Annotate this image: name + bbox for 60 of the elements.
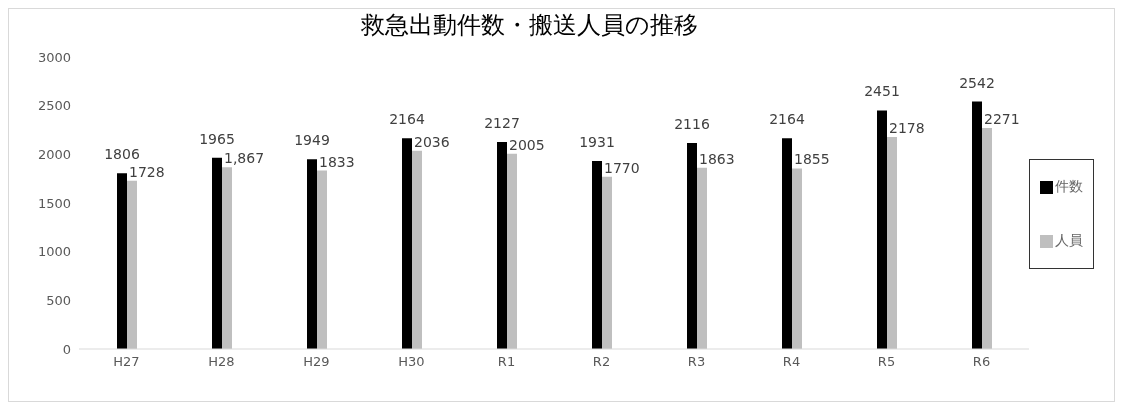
data-label: 2451 [864,83,900,100]
bar [782,138,792,349]
chart-title: 救急出動件数・搬送人員の推移 [359,10,699,41]
bar [687,143,697,349]
bar [982,127,992,349]
data-label: 2005 [509,136,545,153]
y-tick-label: 2000 [37,146,71,162]
x-tick-label: H29 [303,354,330,370]
bar [507,153,517,349]
data-label: 1965 [199,130,235,147]
bar [877,110,887,349]
data-label: 1863 [699,150,735,167]
x-tick-label: R1 [497,354,516,370]
bar [972,101,982,349]
bar [592,161,602,349]
data-label: 2178 [889,120,925,137]
data-label: 1,867 [224,150,265,167]
x-tick-label: R4 [782,354,801,370]
y-tick-label: 1000 [37,244,71,260]
y-tick-label: 2500 [37,98,71,114]
bar [307,159,317,349]
data-label: 1855 [794,151,830,168]
bar [402,138,412,349]
data-label: 1728 [129,163,165,180]
bar [212,157,222,349]
x-tick-label: H30 [398,354,425,370]
data-label: 1770 [604,159,640,176]
bar [317,170,327,349]
y-tick-label: 1500 [37,195,71,211]
y-tick-label: 500 [46,292,71,308]
y-tick-label: 0 [62,341,71,357]
x-tick-label: H27 [113,354,140,370]
bar [222,167,232,349]
data-label: 2127 [484,114,520,131]
data-label: 2036 [414,133,450,150]
data-label: 1806 [104,146,140,163]
y-tick-label: 3000 [37,49,71,65]
data-label: 2542 [959,74,995,91]
bar [697,167,707,349]
data-label: 2116 [674,116,710,133]
x-tick-label: R2 [592,354,611,370]
data-label: 1949 [294,132,330,149]
data-label: 2271 [984,110,1020,127]
x-tick-label: R6 [972,354,991,370]
x-tick-label: R3 [687,354,706,370]
legend-label: 件数 [1055,178,1083,196]
data-label: 2164 [769,111,805,128]
x-tick-label: H28 [208,354,235,370]
bar [792,168,802,349]
data-label: 2164 [389,111,425,128]
data-label: 1833 [319,153,355,170]
bar [127,180,137,349]
x-tick-label: R5 [877,354,896,370]
legend-label: 人員 [1055,232,1083,250]
bar [497,141,507,349]
bar [602,176,612,349]
bar [412,150,422,349]
bar [887,137,897,349]
bar [117,173,127,349]
data-label: 1931 [579,134,615,151]
